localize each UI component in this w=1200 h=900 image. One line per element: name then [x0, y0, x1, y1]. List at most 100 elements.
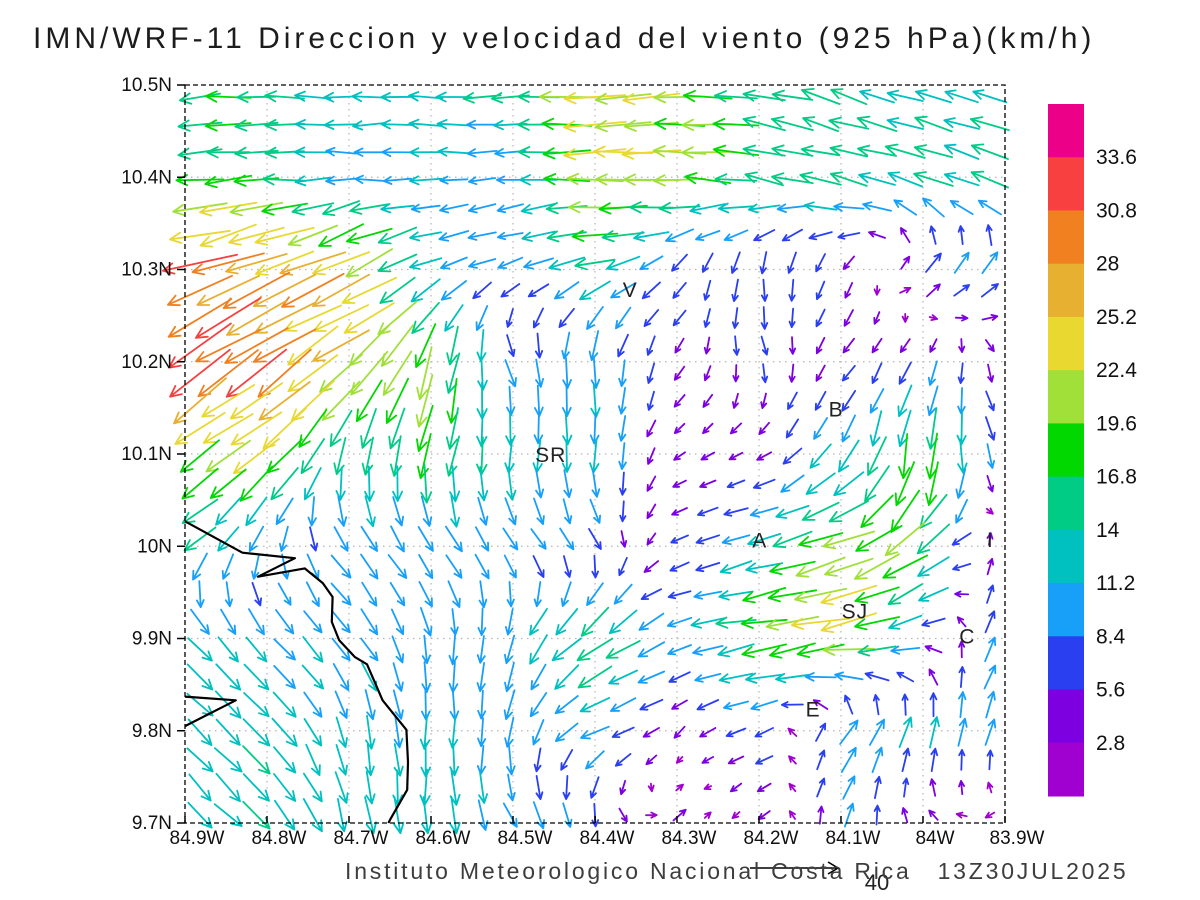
wind-arrow [815, 722, 827, 742]
wind-arrow [637, 641, 666, 658]
wind-arrow [618, 359, 627, 387]
wind-arrow [476, 635, 486, 664]
colorbar-label: 14 [1096, 519, 1120, 542]
wind-arrow [449, 688, 460, 721]
wind-arrow [213, 803, 243, 827]
wind-arrow [272, 691, 297, 718]
wind-arrow [416, 404, 434, 452]
wind-arrow [957, 438, 968, 474]
wind-arrow [760, 335, 769, 356]
wind-arrow [445, 435, 460, 477]
wind-arrow [252, 328, 317, 363]
wind-arrow [958, 691, 967, 719]
wind-arrow [312, 251, 370, 276]
wind-arrow [533, 581, 542, 608]
wind-arrow [382, 350, 413, 396]
lon-tick-label: 84.6W [416, 828, 471, 849]
wind-arrow [409, 257, 443, 270]
wind-arrow [287, 325, 339, 366]
wind-arrow [520, 202, 557, 215]
wind-arrow [673, 394, 686, 408]
wind-arrow [335, 466, 346, 501]
wind-arrow [476, 744, 487, 775]
wind-arrow [545, 202, 588, 215]
wind-arrow [535, 775, 544, 800]
colorbar-segment [1048, 423, 1084, 478]
wind-arrow [415, 374, 434, 428]
wind-arrow [929, 225, 937, 245]
wind-arrow [829, 144, 868, 158]
wind-arrow [504, 634, 516, 665]
wind-arrow [925, 432, 938, 480]
wind-arrow [957, 362, 965, 384]
wind-arrow [652, 145, 707, 158]
wind-arrow [985, 416, 996, 441]
wind-arrow [913, 144, 954, 159]
wind-arrow [954, 590, 970, 598]
colorbar-segment [1048, 636, 1084, 691]
wind-arrow [517, 146, 560, 159]
wind-arrow [671, 699, 688, 710]
wind-arrow [985, 507, 994, 515]
station-label: SR [535, 444, 566, 467]
wind-arrow [554, 722, 579, 742]
wind-arrow [954, 314, 969, 322]
wind-arrow [958, 780, 965, 795]
wind-arrow [820, 584, 878, 606]
wind-arrow [380, 119, 415, 130]
wind-arrow [523, 257, 554, 270]
wind-arrow [693, 590, 723, 600]
wind-arrow [787, 251, 797, 274]
wind-arrow [305, 743, 321, 776]
wind-arrow [506, 581, 515, 608]
wind-arrow [787, 727, 798, 737]
wind-arrow [842, 337, 855, 354]
wind-arrow [958, 666, 966, 688]
wind-arrow [364, 465, 375, 502]
wind-arrow [440, 280, 467, 301]
wind-arrow [421, 796, 433, 835]
wind-arrow [411, 301, 440, 334]
wind-arrow [890, 645, 921, 655]
wind-arrow [586, 306, 604, 330]
colorbar-segment [1048, 476, 1084, 531]
wind-arrow [360, 637, 379, 662]
wind-arrow [873, 804, 881, 826]
wind-arrow [834, 671, 864, 681]
wind-arrow [420, 495, 433, 527]
wind-arrow [986, 475, 995, 493]
wind-arrow [788, 755, 797, 765]
wind-arrow [815, 280, 826, 300]
wind-arrow [756, 782, 772, 793]
wind-arrow [377, 226, 418, 245]
wind-arrow [653, 174, 707, 187]
wind-arrow [563, 92, 627, 105]
wind-arrow [477, 496, 489, 526]
wind-arrow [618, 442, 627, 470]
lon-tick-label: 83.9W [990, 828, 1045, 849]
wind-arrow [690, 617, 726, 629]
wind-arrow [953, 284, 970, 297]
wind-arrow [558, 307, 575, 328]
wind-arrow [335, 744, 348, 776]
wind-arrow [319, 353, 363, 393]
wind-arrow [646, 335, 656, 356]
wind-arrow [984, 718, 997, 746]
wind-arrow [951, 532, 972, 546]
wind-arrow [303, 718, 323, 747]
wind-arrow [955, 811, 968, 819]
wind-arrow [206, 146, 251, 159]
wind-arrow [497, 256, 524, 269]
wind-arrow [921, 617, 946, 628]
wind-arrow [715, 616, 757, 629]
wind-arrow [439, 175, 469, 185]
wind-arrow [448, 661, 459, 693]
wind-arrow [271, 717, 298, 747]
wind-arrow [606, 255, 641, 271]
colorbar-label: 16.8 [1096, 466, 1137, 489]
wind-arrow [646, 503, 657, 519]
wind-arrow [534, 384, 544, 417]
wind-arrow [718, 590, 754, 601]
wind-arrow [202, 413, 254, 444]
wind-arrow [646, 390, 655, 411]
